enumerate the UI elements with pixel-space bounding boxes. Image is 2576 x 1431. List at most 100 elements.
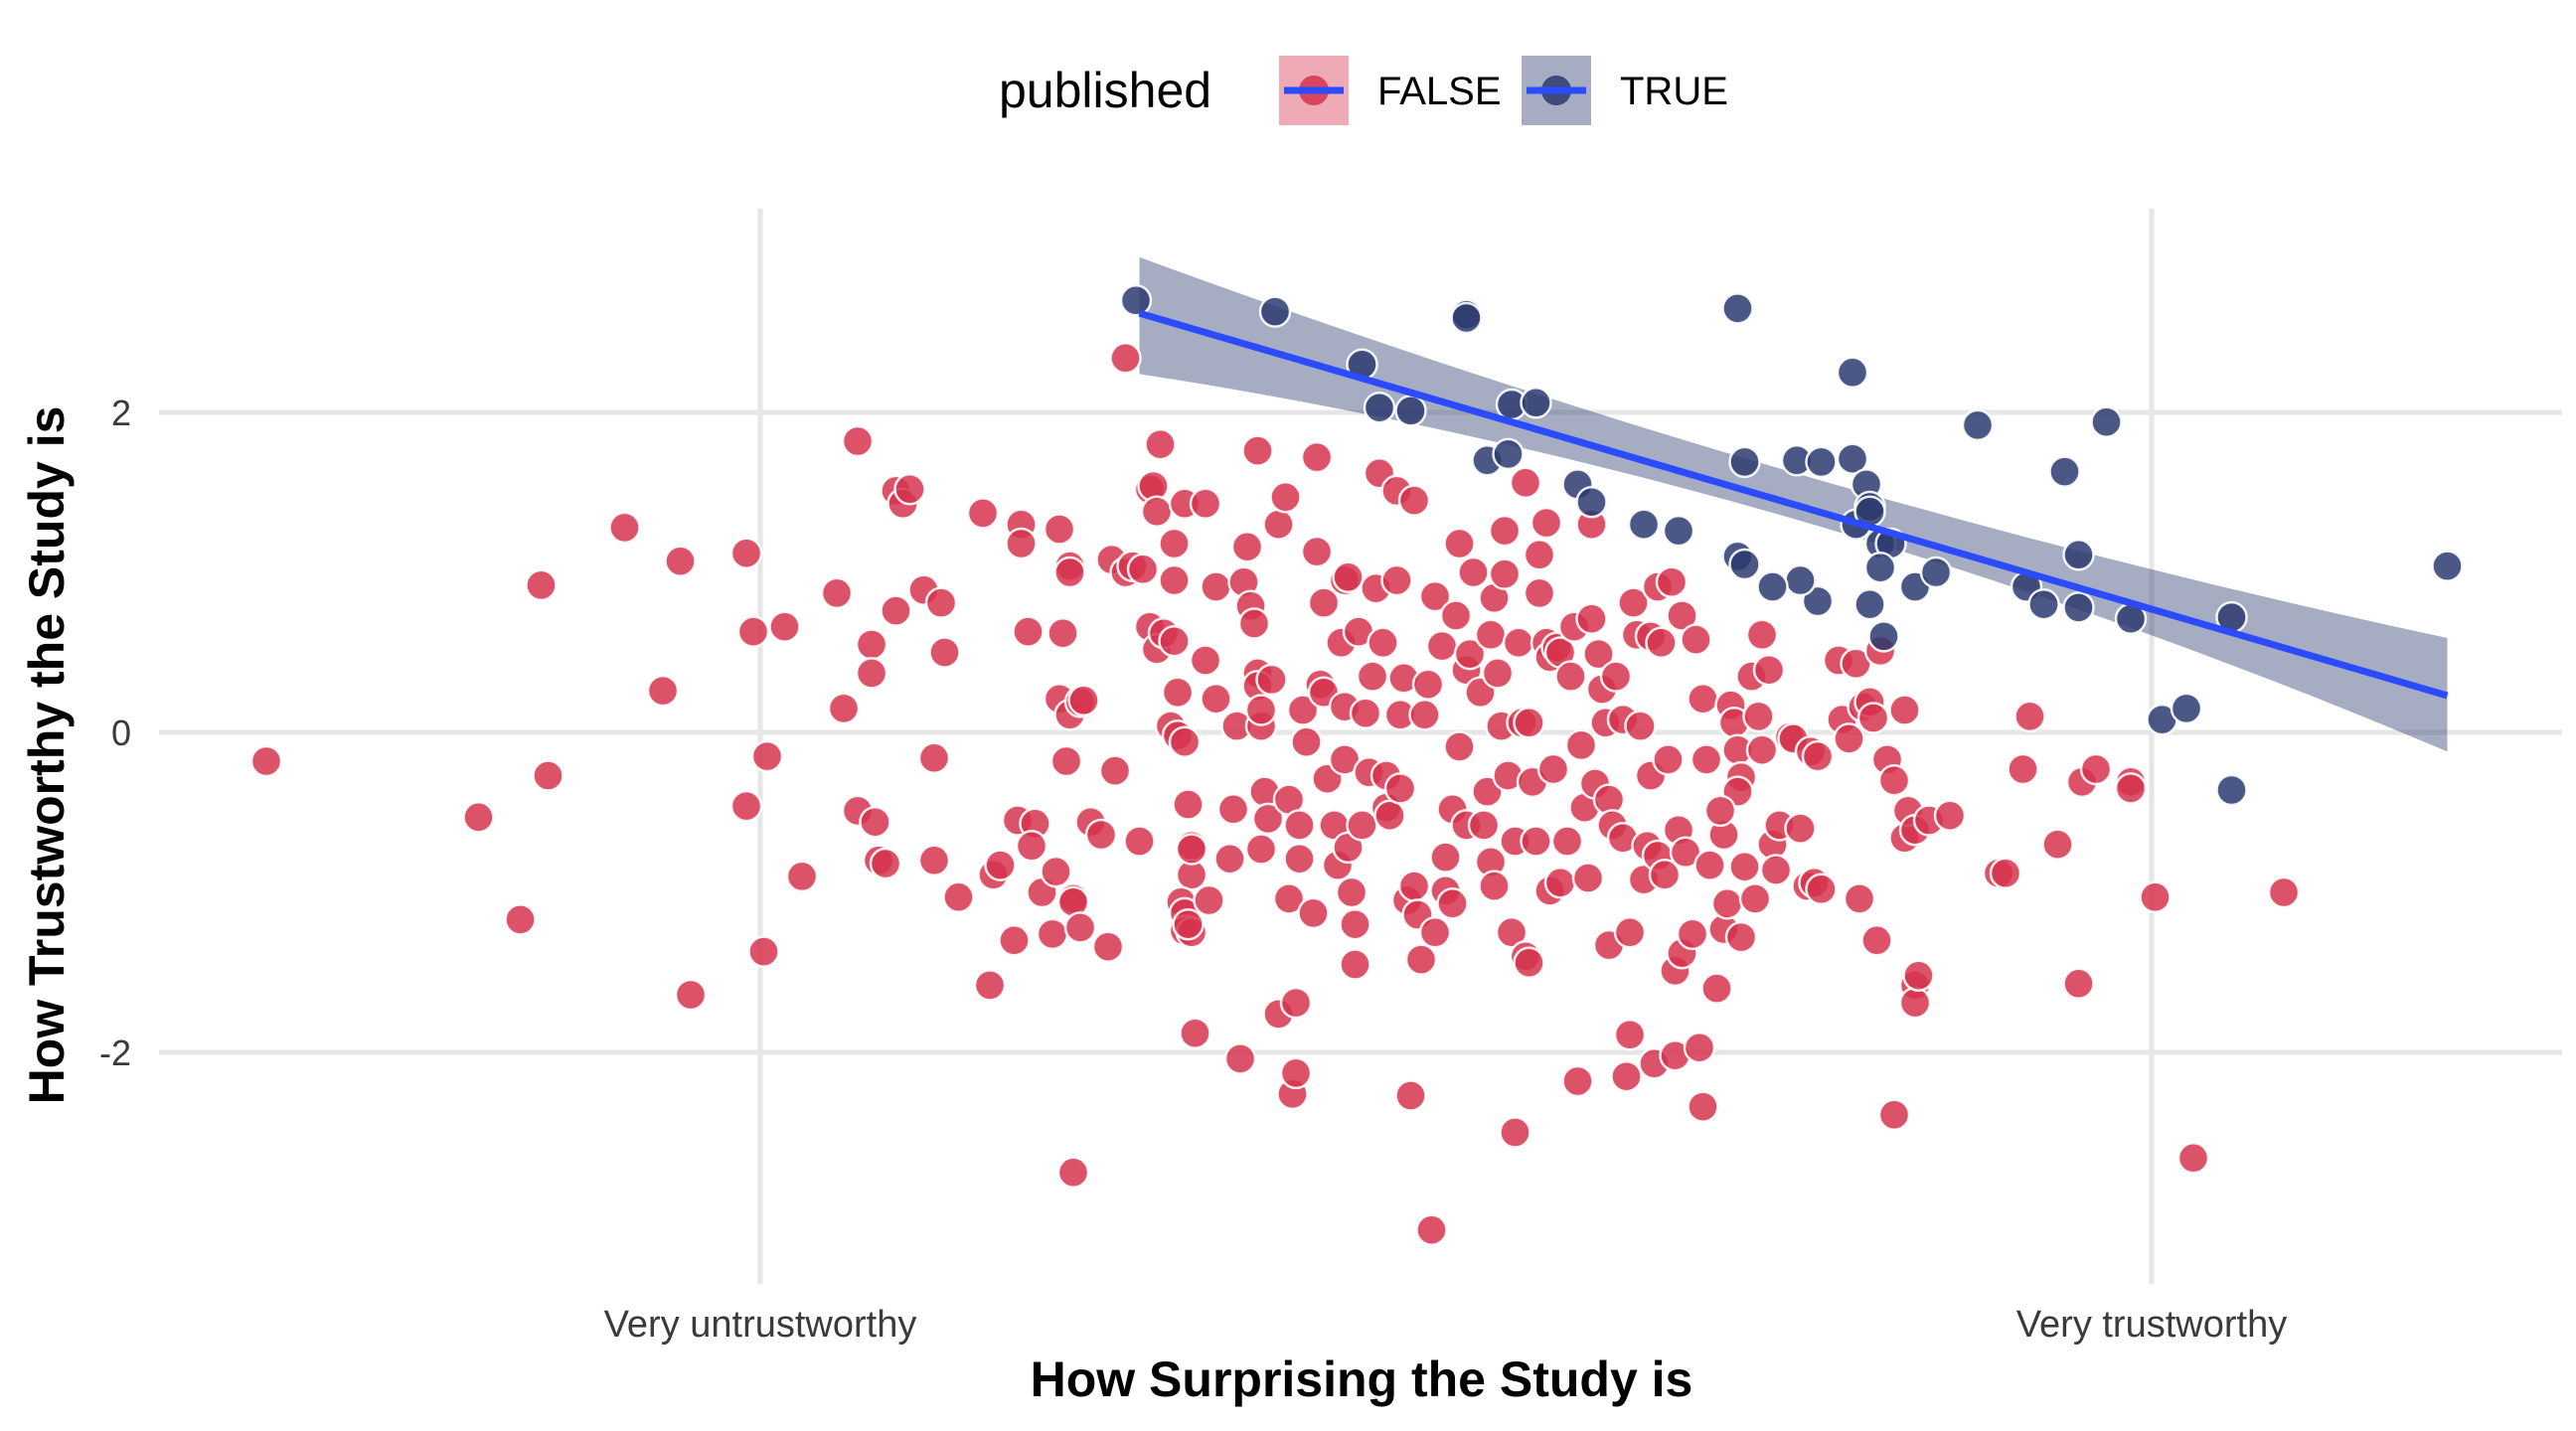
data-point-false — [1693, 849, 1726, 881]
data-point-false — [1237, 607, 1271, 640]
data-point-true — [1919, 556, 1953, 589]
smooth-line-layer — [1138, 309, 2449, 700]
data-point-false — [1067, 684, 1100, 717]
data-point-false — [1457, 556, 1490, 589]
data-point-false — [1571, 862, 1605, 894]
data-point-false — [1683, 1031, 1716, 1064]
data-point-false — [1269, 481, 1302, 514]
data-point-false — [966, 497, 1000, 530]
data-point-false — [736, 615, 770, 648]
data-point-true — [1836, 356, 1869, 390]
data-point-false — [1408, 699, 1441, 731]
data-point-false — [1140, 495, 1174, 529]
data-point-false — [1335, 875, 1368, 909]
data-point-false — [1418, 579, 1452, 613]
data-point-false — [1339, 907, 1371, 941]
data-point-true — [1853, 587, 1886, 621]
data-point-false — [1168, 725, 1202, 758]
data-point-false — [504, 903, 537, 936]
data-point-false — [1856, 702, 1890, 734]
data-point-true — [1627, 508, 1661, 541]
data-point-false — [1550, 825, 1584, 858]
data-point-false — [1724, 920, 1758, 954]
data-point-false — [1213, 842, 1246, 875]
data-point-false — [1523, 576, 1556, 610]
data-point-true — [1450, 301, 1483, 335]
data-point-false — [1200, 682, 1232, 716]
data-point-false — [1499, 1116, 1531, 1149]
data-point-false — [249, 744, 283, 778]
data-point-false — [1279, 986, 1313, 1020]
data-point-false — [2176, 1142, 2210, 1175]
data-point-false — [1339, 948, 1371, 981]
data-point-false — [1801, 739, 1835, 773]
data-point-false — [1307, 586, 1341, 619]
data-point-false — [984, 849, 1017, 881]
data-point-false — [1172, 907, 1205, 941]
data-point-false — [2013, 700, 2046, 733]
data-point-false — [1738, 882, 1772, 915]
data-point-false — [1481, 657, 1515, 690]
data-point-true — [2062, 591, 2095, 624]
data-point-false — [1933, 799, 1967, 832]
data-point-false — [532, 759, 564, 792]
data-point-true — [1836, 442, 1869, 475]
data-point-false — [1582, 637, 1615, 671]
data-point-false — [827, 692, 861, 725]
data-point-false — [1752, 653, 1786, 687]
data-point-false — [1418, 916, 1452, 949]
data-point-false — [1005, 527, 1038, 560]
data-point-false — [2079, 752, 2113, 786]
data-point-false — [462, 801, 495, 834]
data-point-false — [1380, 563, 1413, 597]
data-point-false — [1523, 539, 1556, 571]
data-point-false — [1383, 772, 1417, 805]
data-point-false — [1349, 697, 1382, 729]
data-point-false — [1223, 1042, 1257, 1075]
data-point-true — [2170, 692, 2203, 725]
data-point-false — [1040, 855, 1072, 888]
data-point-false — [1043, 513, 1076, 546]
data-point-false — [1084, 818, 1118, 852]
data-point-false — [855, 657, 888, 690]
data-point-false — [608, 511, 641, 545]
legend-label-false: FALSE — [1377, 70, 1502, 113]
legend: published FALSE TRUE — [999, 56, 1728, 125]
legend-item-true: TRUE — [1522, 56, 1728, 125]
data-point-false — [1703, 794, 1737, 828]
data-point-false — [1554, 660, 1587, 693]
data-point-false — [1530, 506, 1563, 540]
legend-title: published — [999, 63, 1211, 118]
data-point-true — [1728, 445, 1761, 479]
data-point-true — [1863, 551, 1897, 584]
data-point-false — [998, 924, 1031, 957]
data-point-false — [1543, 867, 1577, 899]
data-point-false — [750, 739, 784, 773]
data-point-false — [1610, 1059, 1643, 1093]
data-point-false — [1613, 1019, 1647, 1051]
data-point-false — [1443, 527, 1476, 560]
data-point-false — [646, 674, 680, 708]
data-point-false — [942, 880, 975, 914]
data-point-false — [1478, 870, 1511, 902]
data-point-false — [1902, 959, 1935, 992]
x-axis-title: How Surprising the Study is — [1031, 1352, 1693, 1407]
data-point-false — [664, 545, 697, 577]
points-true-series — [1119, 284, 2464, 807]
data-point-false — [1645, 626, 1678, 660]
data-point-true — [2090, 405, 2123, 438]
data-point-false — [1502, 626, 1535, 660]
data-point-true — [2215, 773, 2248, 807]
data-point-false — [525, 568, 558, 602]
data-point-false — [729, 537, 763, 569]
data-point-false — [1193, 883, 1225, 917]
data-point-false — [1833, 722, 1865, 755]
data-point-false — [1373, 799, 1406, 832]
data-point-false — [1509, 466, 1542, 500]
data-point-false — [1123, 825, 1156, 858]
data-point-false — [859, 805, 891, 839]
data-point-false — [1898, 986, 1932, 1020]
data-point-false — [1536, 752, 1570, 786]
data-point-false — [1158, 624, 1191, 658]
